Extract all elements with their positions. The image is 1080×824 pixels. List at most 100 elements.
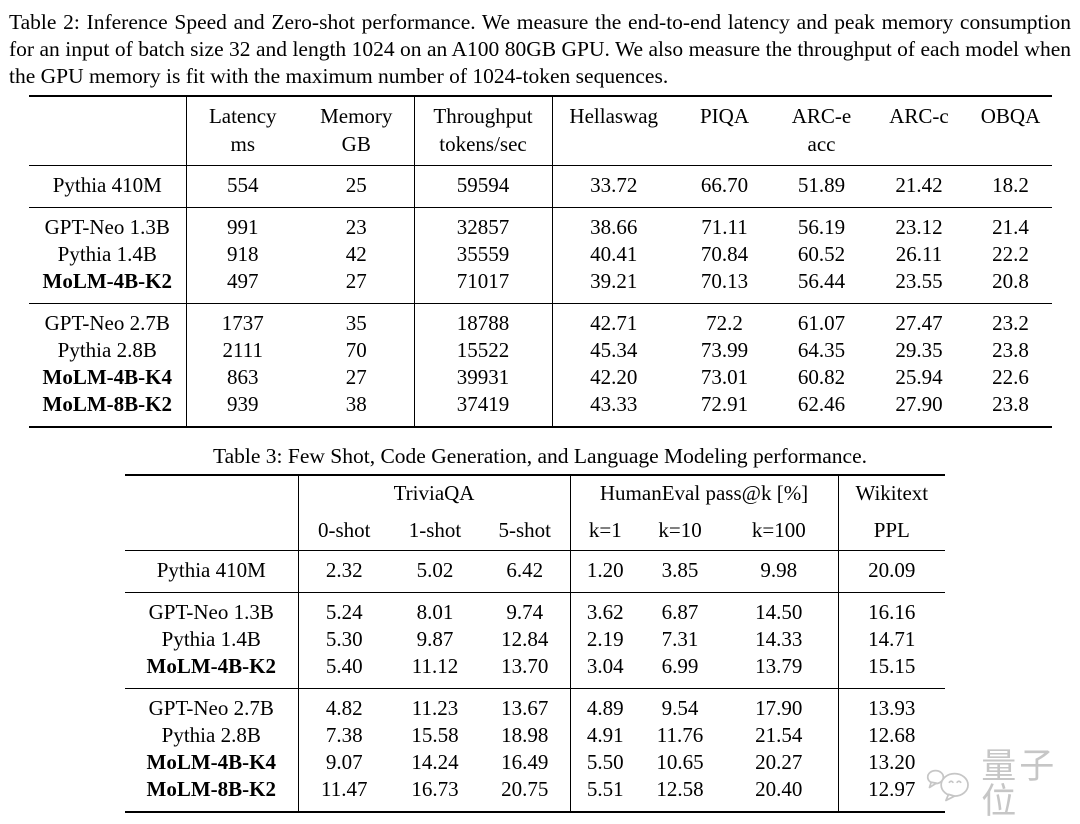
column-header-piqa: PIQA <box>699 104 749 128</box>
table-row: GPT-Neo 2.7B 1737 35 18788 42.71 72.2 61.07 27.… <box>29 303 1052 337</box>
value-cell: 15.58 <box>411 723 459 747</box>
model-name-cell: Pythia 1.4B <box>57 242 157 266</box>
value-cell: 11.47 <box>297 776 390 812</box>
value-cell: 38.66 <box>551 207 675 241</box>
model-name-cell: MoLM-4B-K2 <box>146 654 276 678</box>
value-cell: 26.11 <box>895 242 943 266</box>
value-cell: 29.35 <box>895 338 943 362</box>
value-cell: 6.87 <box>661 600 699 624</box>
model-name-cell: Pythia 2.8B <box>57 338 157 362</box>
value-cell: 42.71 <box>551 303 675 337</box>
value-cell: 3.04 <box>569 653 641 689</box>
value-cell: 12.58 <box>656 777 704 801</box>
value-cell: 11.23 <box>411 696 459 720</box>
value-cell: 6.42 <box>506 558 544 582</box>
model-name-cell: Pythia 410M <box>52 173 162 197</box>
table2-caption: Table 2: Inference Speed and Zero-shot p… <box>9 10 1071 88</box>
column-header-k10: k=10 <box>658 518 702 542</box>
value-cell: 39.21 <box>551 268 675 304</box>
value-cell: 23.8 <box>992 392 1029 416</box>
value-cell: 939 <box>185 391 299 427</box>
model-name-cell: MoLM-8B-K2 <box>42 392 172 416</box>
value-cell: 39931 <box>413 364 552 391</box>
value-cell: 27 <box>345 365 367 389</box>
value-cell: 70 <box>345 338 367 362</box>
value-cell: 10.65 <box>656 750 704 774</box>
value-cell: 14.33 <box>755 627 803 651</box>
value-cell: 1.20 <box>569 550 641 593</box>
value-cell: 3.85 <box>661 558 699 582</box>
value-cell: 60.82 <box>797 365 846 389</box>
value-cell: 7.31 <box>661 627 699 651</box>
model-name-cell: MoLM-4B-K4 <box>146 750 276 774</box>
value-cell: 13.67 <box>501 696 549 720</box>
value-cell: 16.73 <box>411 777 459 801</box>
value-cell: 11.12 <box>411 654 459 678</box>
value-cell: 25 <box>345 173 367 197</box>
value-cell: 37419 <box>413 391 552 427</box>
column-header-arc-c: ARC-c <box>889 104 949 128</box>
value-cell: 23.8 <box>992 338 1029 362</box>
model-name-cell: Pythia 1.4B <box>161 627 261 651</box>
value-cell: 40.41 <box>551 241 675 268</box>
value-cell: 4.89 <box>569 688 641 722</box>
row-group: Pythia 410M 2.32 5.02 6.42 1.20 3.85 9.98 20.09 <box>125 550 946 593</box>
value-cell: 42.20 <box>551 364 675 391</box>
table3-header: TriviaQA HumanEval pass@k [%] Wikitext 0… <box>125 475 946 551</box>
value-cell: 2111 <box>185 337 299 364</box>
value-cell: 66.70 <box>700 173 749 197</box>
value-cell: 13.79 <box>755 654 803 678</box>
value-cell: 23.12 <box>895 215 943 239</box>
value-cell: 70.13 <box>700 269 749 293</box>
model-name-cell: GPT-Neo 2.7B <box>44 311 170 335</box>
value-cell: 33.72 <box>551 165 675 208</box>
value-cell: 1737 <box>185 303 299 337</box>
column-group-wikitext: Wikitext <box>837 475 946 513</box>
table2: Latency ms Memory GB Throughput tokens/s… <box>29 95 1052 428</box>
column-header-latency: Latency ms <box>185 96 299 166</box>
value-cell: 20.09 <box>837 550 946 593</box>
value-cell: 9.74 <box>506 600 544 624</box>
value-cell: 42 <box>345 242 367 266</box>
value-cell: 27.47 <box>895 311 943 335</box>
value-cell: 12.84 <box>501 627 549 651</box>
value-cell: 20.40 <box>755 777 803 801</box>
model-name-cell: Pythia 2.8B <box>161 723 261 747</box>
row-group: GPT-Neo 1.3B 5.24 8.01 9.74 3.62 6.87 14.50 16.… <box>125 592 946 689</box>
value-cell: 22.6 <box>992 365 1029 389</box>
table-row: Pythia 2.8B 7.38 15.58 18.98 4.91 11.76 21.54 1… <box>125 722 946 749</box>
watermark-text: 量子位 <box>981 747 1058 821</box>
table-row: MoLM-8B-K2 939 38 37419 43.33 72.91 62.46 27.90… <box>29 391 1052 427</box>
value-cell: 11.76 <box>656 723 704 747</box>
value-cell: 43.33 <box>551 391 675 427</box>
value-cell: 27 <box>345 269 367 293</box>
table-row: MoLM-8B-K2 11.47 16.73 20.75 5.51 12.58 20.40 1… <box>125 776 946 812</box>
row-group: GPT-Neo 2.7B 1737 35 18788 42.71 72.2 61.07 27.… <box>29 303 1052 427</box>
column-header-model <box>29 96 186 166</box>
column-header-ppl: PPL <box>837 513 946 551</box>
value-cell: 9.98 <box>760 558 798 582</box>
value-cell: 35 <box>345 311 367 335</box>
watermark: 量子位 <box>926 749 1080 819</box>
value-cell: 9.87 <box>416 627 454 651</box>
value-cell: 14.24 <box>411 750 459 774</box>
value-cell: 13.70 <box>501 654 549 678</box>
row-group: GPT-Neo 2.7B 4.82 11.23 13.67 4.89 9.54 17.90 1… <box>125 688 946 812</box>
column-header-model <box>125 475 298 551</box>
value-cell: 9.07 <box>297 749 390 776</box>
table-row: Pythia 1.4B 5.30 9.87 12.84 2.19 7.31 14.33 14.… <box>125 626 946 653</box>
value-cell: 5.24 <box>297 592 390 626</box>
value-cell: 5.51 <box>569 776 641 812</box>
table3-header-sub-row: 0-shot 1-shot 5-shot k=1 k=10 k=100 PPL <box>125 513 946 551</box>
column-header-throughput: Throughput tokens/sec <box>413 96 552 166</box>
table-row: MoLM-4B-K2 5.40 11.12 13.70 3.04 6.99 13.79 15.… <box>125 653 946 689</box>
value-cell: 13.20 <box>837 749 946 776</box>
column-group-triviaqa: TriviaQA <box>297 475 571 513</box>
value-cell: 17.90 <box>755 696 803 720</box>
column-header-obqa: OBQA <box>980 104 1041 128</box>
value-cell: 61.07 <box>797 311 846 335</box>
table-row: GPT-Neo 2.7B 4.82 11.23 13.67 4.89 9.54 17.90 1… <box>125 688 946 722</box>
value-cell: 5.50 <box>569 749 641 776</box>
value-cell: 27.90 <box>895 392 943 416</box>
value-cell: 863 <box>185 364 299 391</box>
